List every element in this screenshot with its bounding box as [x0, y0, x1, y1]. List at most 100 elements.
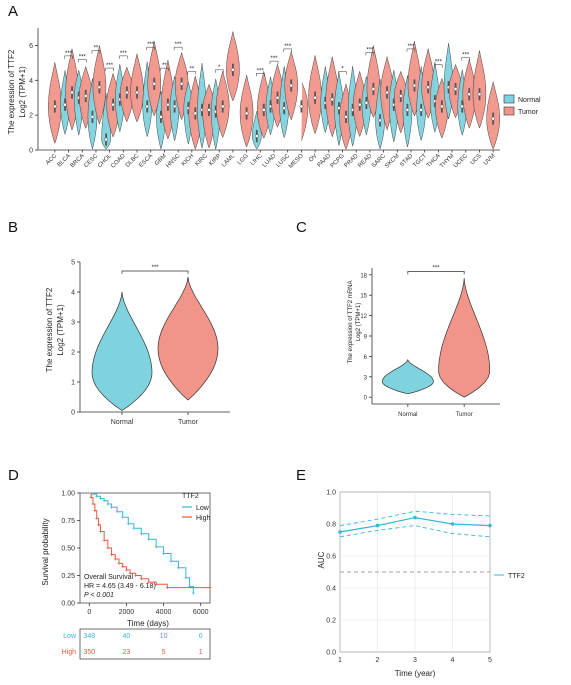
sig-label-lihc: *** [257, 68, 265, 74]
risk-row-label-low: Low [63, 633, 77, 640]
panel-c-violin: The expression of TTF2 mRNA Log2 (TPM+1)… [348, 265, 500, 418]
xtick-label-uvm: UVM [483, 153, 497, 167]
annotation-hr: HR = 4.65 (3.49 - 6.18) [84, 583, 156, 590]
xtick-label-meso: MESO [288, 153, 305, 170]
sig-label-cesc: ** [94, 46, 99, 52]
legend-normal-label: Normal [518, 97, 541, 104]
panel-c-ytick-label: 15 [360, 294, 367, 300]
panel-e-ytick-label: 0.4 [326, 586, 336, 593]
panel-label-c: C [296, 219, 307, 236]
median-tumor-thym [453, 87, 458, 91]
panel-c-violin-normal [381, 358, 434, 395]
sig-label-coad: *** [120, 51, 128, 57]
median-tumor-ucec [467, 92, 472, 97]
legend-normal-swatch [503, 94, 515, 104]
panel-label-b: B [8, 219, 18, 236]
panel-b-sig-label: *** [151, 265, 159, 271]
median-tumor-dlbc [135, 90, 139, 95]
panel-d-annotation: Overall Survival HR = 4.65 (3.49 - 6.18)… [84, 574, 156, 599]
censor-mark-low [110, 505, 114, 509]
panel-label-e: E [296, 467, 306, 484]
xtick-label-hnsc: HNSC [165, 153, 182, 170]
sig-bracket-kich [187, 71, 197, 75]
median-normal-stad [405, 108, 410, 112]
censor-mark-low [95, 494, 99, 498]
panel-d-xtick-label: 6000 [193, 609, 209, 616]
panel-b-ytick-label: 4 [71, 290, 75, 297]
censor-mark-high [154, 582, 158, 586]
median-tumor-sarc [385, 90, 389, 95]
panel-b-ytick-label: 1 [71, 380, 75, 387]
xtick-label-ov: OV [308, 153, 318, 163]
sig-bracket-luad [269, 60, 279, 65]
sig-label-kirp: * [218, 65, 221, 71]
xtick-label-coad: COAD [110, 153, 127, 170]
censor-mark-high [106, 546, 110, 550]
panel-e-xtick-label: 3 [413, 657, 417, 664]
censor-mark-low [121, 515, 125, 519]
sig-bracket-kirp [214, 69, 224, 73]
median-normal-cesc [90, 115, 95, 119]
xtick-label-brca: BRCA [70, 153, 86, 169]
xtick-label-skcm: SKCM [384, 153, 401, 170]
panel-c-xtick-label-normal: Normal [398, 412, 417, 418]
panel-label-a: A [8, 3, 18, 20]
censor-mark-high [147, 580, 151, 584]
xtick-label-dlbc: DLBC [125, 153, 141, 169]
sig-label-stad: *** [407, 44, 415, 50]
median-tumor-pcpg [344, 115, 348, 119]
risk-cell-low: 40 [123, 633, 131, 640]
panel-b-violin: The expression of TTF2 Log2 (TPM+1) 0 1 2 3… [45, 260, 230, 426]
auc-line-lower [339, 525, 491, 538]
panel-e-ytick-label: 0.2 [326, 618, 336, 625]
sig-bracket-thca [434, 64, 443, 68]
censor-mark-low [176, 566, 180, 570]
panel-d-ytick-label: 1.00 [61, 491, 75, 498]
sig-bracket-read [365, 52, 375, 56]
legend-title: TTF2 [182, 493, 199, 500]
xtick-label-pcpg: PCPG [330, 153, 347, 170]
xtick-label-ucec: UCEC [453, 153, 470, 170]
legend-low-label: Low [196, 505, 210, 512]
median-tumor-stad [412, 83, 417, 88]
panel-c-sig-label: *** [432, 265, 440, 271]
sig-bracket-lihc [256, 73, 265, 77]
median-tumor-acc [53, 104, 57, 109]
xtick-label-prad: PRAD [344, 153, 361, 170]
censor-mark-high [165, 586, 169, 590]
censor-mark-high [89, 495, 93, 499]
panel-d-survival: Survival probability Time (days) 0.00 0.2… [41, 491, 212, 660]
panel-b-ytick-label: 2 [71, 350, 75, 357]
risk-cell-low: 10 [160, 633, 168, 640]
panel-e-ytick-label: 0.8 [326, 522, 336, 529]
censor-mark-high [121, 565, 125, 569]
censor-mark-low [184, 576, 188, 580]
censor-mark-low [147, 537, 151, 541]
panel-c-violin-tumor [438, 278, 491, 398]
risk-row-label-high: High [62, 649, 77, 656]
censor-mark-high [102, 538, 106, 542]
xtick-label-tgct: TGCT [412, 153, 428, 169]
median-tumor-prad [357, 102, 362, 107]
panel-a-ylabel-1: The expression of TTF2 [7, 49, 16, 134]
median-tumor-kirp [220, 104, 225, 109]
censor-mark-high [124, 568, 128, 572]
panel-d-ytick-label: 0.25 [61, 573, 75, 580]
auc-point [338, 530, 342, 534]
legend-ttf2-label: TTF2 [508, 573, 525, 580]
median-tumor-luad [275, 95, 280, 100]
median-normal-sarc [378, 118, 382, 123]
sig-bracket-chol [105, 67, 114, 72]
median-normal-lusc [282, 106, 286, 110]
panel-label-d: D [8, 467, 19, 484]
xtick-label-kirp: KIRP [208, 153, 222, 167]
auc-line-upper [339, 510, 491, 527]
censor-mark-low [169, 559, 173, 563]
sig-bracket-brca [77, 59, 87, 63]
panel-c-sig-bracket [407, 271, 465, 275]
risk-table: Low High 348 40 10 0 350 23 5 1 [62, 628, 211, 660]
sig-bracket-pcpg [338, 71, 347, 75]
panel-e-ytick-label: 0.6 [326, 554, 336, 561]
median-normal-read [364, 101, 369, 105]
median-tumor-paad [330, 97, 335, 102]
